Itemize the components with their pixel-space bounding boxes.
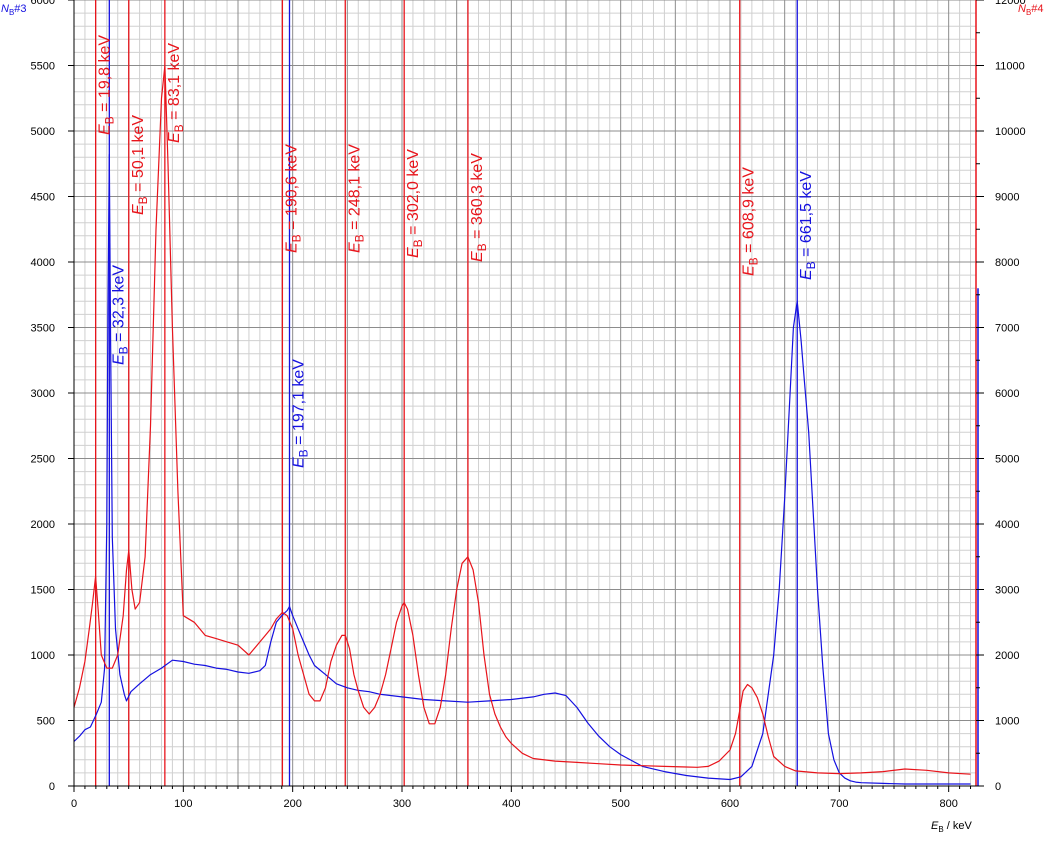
marker-labels: EB = 19,8 keV EB = 32,3 keV EB = 50,1 keV E… [97,35,819,468]
energy-marker-label: EB = 302,0 keV [405,149,425,258]
y-left-axis-title: NB#3 [1,3,27,17]
energy-marker-label: EB = 360,3 keV [469,153,489,262]
y-right-tick-label: 2000 [995,650,1019,662]
series-line-blue [73,154,971,785]
y-left-tick-label: 1000 [31,650,55,662]
y-left-tick-label: 500 [37,716,55,728]
x-tick-label: 700 [830,798,848,810]
y-left-tick-label: 0 [49,781,55,793]
y-left-tick-label: 3000 [31,388,55,400]
x-tick-label: 300 [393,798,411,810]
y-left-tick-label: 6000 [31,0,55,7]
energy-marker-label: EB = 32,3 keV [110,265,130,365]
y-left-tick-label: 1500 [31,585,55,597]
x-tick-label: 400 [502,798,520,810]
axis-ticks: 0 100 200 300 400 500 600 700 800050010001500200… [31,0,1026,810]
x-axis-title: EB / keV [931,820,972,834]
series-lines [73,64,971,785]
x-tick-label: 500 [611,798,629,810]
energy-marker-lines [94,0,798,786]
energy-marker-label: EB = 248,1 keV [346,144,366,253]
y-left-tick-label: 5500 [31,61,55,73]
x-tick-label: 100 [174,798,192,810]
y-left-tick-label: 2500 [31,454,55,466]
energy-marker-label: EB = 50,1 keV [130,115,150,215]
y-right-tick-label: 3000 [995,585,1019,597]
y-right-tick-label: 7000 [995,323,1019,335]
series-line-red [73,64,971,775]
x-tick-label: 0 [71,798,77,810]
y-left-tick-label: 5000 [31,126,55,138]
energy-marker-label: EB = 190,6 keV [283,144,303,253]
y-right-tick-label: 10000 [995,126,1026,138]
x-tick-label: 200 [283,798,301,810]
y-right-tick-label: 12000 [995,0,1026,7]
y-right-tick-label: 6000 [995,388,1019,400]
y-left-tick-label: 4500 [31,192,55,204]
y-right-tick-label: 11000 [995,61,1025,73]
y-right-axis-title: NB#4 [1018,3,1044,17]
energy-marker-label: EB = 197,1 keV [291,359,311,468]
energy-marker-label: EB = 608,9 keV [741,167,761,276]
y-right-tick-label: 5000 [995,454,1019,466]
y-left-tick-label: 3500 [31,323,55,335]
grid [73,0,976,787]
energy-marker-label: EB = 19,8 keV [97,35,117,135]
y-right-tick-label: 1000 [995,716,1019,728]
y-left-tick-label: 2000 [31,519,55,531]
axis-titles: NB#3 NB#4 EB / keV [1,3,1044,834]
y-left-tick-label: 4000 [31,257,55,269]
y-right-tick-label: 0 [995,781,1001,793]
x-tick-label: 600 [721,798,739,810]
energy-marker-label: EB = 83,1 keV [166,43,186,143]
x-tick-label: 800 [939,798,957,810]
y-right-tick-label: 4000 [995,519,1019,531]
energy-marker-label: EB = 661,5 keV [798,171,818,280]
y-right-tick-label: 8000 [995,257,1019,269]
y-right-tick-label: 9000 [995,192,1019,204]
